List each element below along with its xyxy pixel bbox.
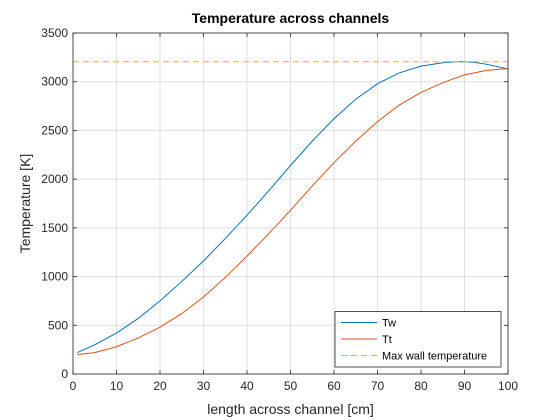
axis-ticks: 0 10 20 30 40 50 60 70 80 90 100050010001500200025… [41,26,518,393]
x-axis-title: length across channel [cm] [207,401,374,417]
x-tick-label: 90 [458,379,472,393]
y-tick-label: 1000 [41,270,68,284]
x-tick-label: 20 [153,379,167,393]
x-tick-label: 40 [240,379,254,393]
series-lines [73,61,509,356]
y-tick-label: 2000 [41,172,68,186]
y-tick-label: 2500 [41,123,68,137]
y-axis-title: Temperature [K] [17,154,33,254]
chart-title: Temperature across channels [192,10,390,26]
x-tick-label: 70 [371,379,385,393]
x-tick-label: 100 [498,379,518,393]
legend-label: Tw [382,318,396,330]
x-tick-label: 50 [284,379,298,393]
y-tick-label: 3500 [41,26,68,40]
x-tick-label: 0 [70,379,77,393]
y-tick-label: 500 [48,318,68,332]
x-tick-label: 80 [414,379,428,393]
x-tick-label: 10 [110,379,124,393]
y-tick-label: 3000 [41,75,68,89]
legend-label: Tt [382,334,392,346]
y-tick-label: 0 [61,367,68,381]
legend-label: Max wall temperature [382,351,487,363]
x-tick-label: 30 [197,379,211,393]
y-tick-label: 1500 [41,221,68,235]
x-tick-label: 60 [327,379,341,393]
series-line-tt [77,68,509,356]
legend: Tw Tt Max wall temperature [334,311,502,368]
